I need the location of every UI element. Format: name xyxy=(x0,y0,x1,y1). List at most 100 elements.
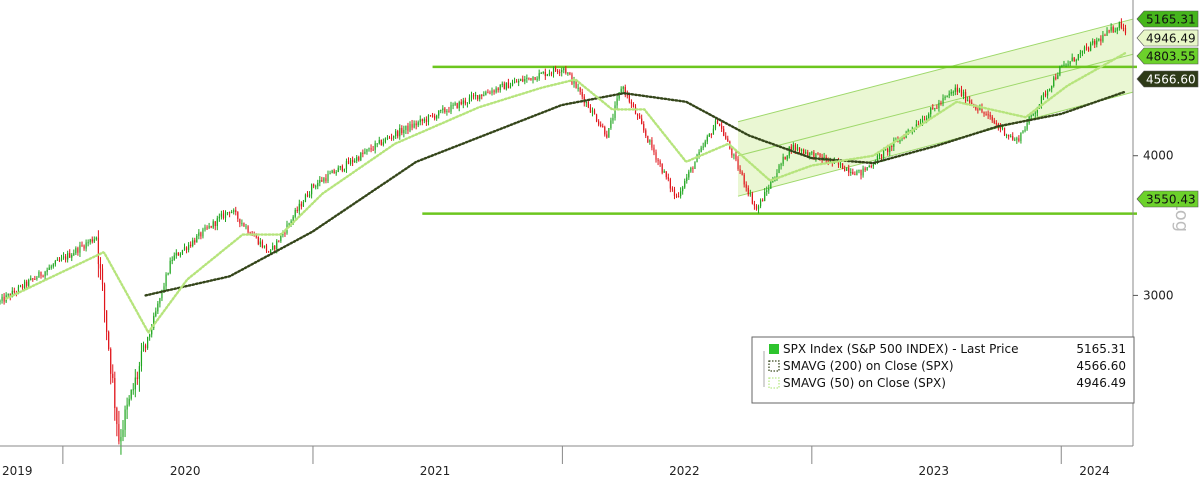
candle-body-238 xyxy=(487,92,489,94)
candle-body-398 xyxy=(815,153,817,160)
candle-body-544 xyxy=(1114,30,1116,32)
candle-body-58 xyxy=(118,424,120,442)
candle-body-431 xyxy=(882,149,885,158)
candle-body-301 xyxy=(616,98,618,106)
candle-body-179 xyxy=(366,149,368,152)
candle-body-158 xyxy=(323,178,325,182)
candle-body-66 xyxy=(134,377,136,390)
candle-body-278 xyxy=(569,72,571,75)
candle-body-64 xyxy=(130,389,132,399)
candle-body-156 xyxy=(319,180,321,183)
candle-body-327 xyxy=(669,179,671,189)
candle-body-314 xyxy=(643,123,645,131)
candle-body-261 xyxy=(534,77,536,80)
legend-value: 4946.49 xyxy=(1076,376,1126,390)
candle-body-129 xyxy=(263,245,266,248)
candle-body-370 xyxy=(757,206,760,210)
candle-body-494 xyxy=(1012,136,1014,140)
candle-body-529 xyxy=(1083,47,1086,51)
candle-body-253 xyxy=(518,80,520,83)
price-tag-shape xyxy=(1136,29,1199,47)
candle-body-297 xyxy=(608,128,610,138)
candle-body-43 xyxy=(87,242,89,244)
candle-body-274 xyxy=(561,70,563,73)
candle-body-453 xyxy=(928,114,930,118)
candle-body-390 xyxy=(798,147,801,151)
candle-body-85 xyxy=(173,255,175,260)
candle-body-342 xyxy=(700,147,702,152)
candle-body-101 xyxy=(206,227,208,229)
candle-body-219 xyxy=(448,110,450,112)
candle-body-242 xyxy=(495,88,497,93)
candle-body-391 xyxy=(800,149,803,151)
candle-body-201 xyxy=(411,124,413,128)
candle-body-346 xyxy=(708,134,710,137)
candle-body-293 xyxy=(600,124,602,127)
candle-body-200 xyxy=(409,124,411,131)
candle-body-389 xyxy=(796,147,799,150)
candle-body-339 xyxy=(694,162,696,170)
candle-body-286 xyxy=(585,102,587,104)
candle-body-330 xyxy=(675,195,678,197)
candle-body-0 xyxy=(0,300,1,302)
candle-body-530 xyxy=(1085,47,1088,49)
candle-body-345 xyxy=(706,136,708,142)
candle-body-264 xyxy=(540,72,542,74)
candle-body-247 xyxy=(505,82,507,90)
candle-body-252 xyxy=(516,81,518,83)
candle-body-300 xyxy=(614,105,616,119)
candle-body-461 xyxy=(944,96,946,99)
candle-body-302 xyxy=(618,92,620,99)
candle-body-329 xyxy=(673,189,676,196)
candle-body-195 xyxy=(399,128,401,137)
candle-body-44 xyxy=(89,239,91,243)
candle-body-478 xyxy=(979,107,981,111)
candle-body-394 xyxy=(807,152,809,156)
candle-body-318 xyxy=(651,140,653,148)
candle-body-343 xyxy=(702,146,704,148)
candle-body-141 xyxy=(288,223,290,225)
candle-body-207 xyxy=(423,119,425,122)
candle-body-289 xyxy=(591,110,594,113)
y-tick-label-3000: 3000 xyxy=(1143,288,1174,302)
candle-body-316 xyxy=(647,135,649,143)
candle-body-202 xyxy=(413,123,415,128)
candle-body-465 xyxy=(952,91,954,93)
candle-body-260 xyxy=(532,77,534,81)
candle-body-549 xyxy=(1124,27,1127,34)
candle-body-130 xyxy=(265,245,268,252)
candle-body-159 xyxy=(325,178,327,182)
candle-body-249 xyxy=(509,85,512,89)
legend-label: SMAVG (200) on Close (SPX) xyxy=(783,359,954,373)
candle-body-12 xyxy=(24,281,26,288)
candle-body-67 xyxy=(136,377,138,379)
candle-body-387 xyxy=(792,144,794,150)
candle-body-473 xyxy=(969,100,971,103)
price-tag-label: 4946.49 xyxy=(1146,32,1196,46)
candle-body-484 xyxy=(991,116,993,121)
candle-body-166 xyxy=(339,165,341,168)
candle-body-467 xyxy=(956,87,958,92)
candle-body-258 xyxy=(528,77,530,79)
candle-body-324 xyxy=(663,171,665,173)
candle-body-366 xyxy=(749,193,751,195)
candle-body-383 xyxy=(784,156,786,160)
candle-body-504 xyxy=(1032,113,1034,116)
candle-body-547 xyxy=(1120,21,1122,28)
candle-body-524 xyxy=(1073,57,1075,62)
candle-body-185 xyxy=(378,140,380,144)
candle-body-262 xyxy=(536,78,538,80)
candle-body-298 xyxy=(610,120,612,129)
candle-body-38 xyxy=(77,248,79,253)
x-tick-label-2021: 2021 xyxy=(420,464,451,478)
candle-body-11 xyxy=(21,285,24,288)
candle-body-450 xyxy=(921,119,924,123)
candle-body-142 xyxy=(290,221,292,224)
candle-body-189 xyxy=(386,137,389,139)
candle-body-235 xyxy=(481,94,483,96)
candle-body-204 xyxy=(417,122,419,126)
candle-body-426 xyxy=(872,164,874,167)
candle-body-236 xyxy=(483,94,485,96)
candle-body-250 xyxy=(511,82,514,86)
